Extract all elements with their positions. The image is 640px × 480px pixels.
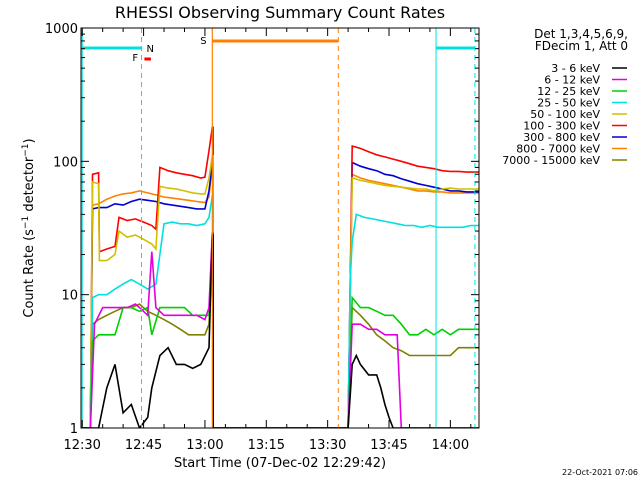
axes-layer: 1 10 100 1000 12:30 12:45 13:00 13:15 13:30 13:45… <box>45 22 480 453</box>
legend-entry-label: 6 - 12 keV <box>544 74 600 87</box>
y-label-end: ) <box>22 138 37 143</box>
flag-n-label: N <box>147 44 154 55</box>
legend-entry-label: 300 - 800 keV <box>523 131 600 144</box>
legend-header-1: Det 1,3,4,5,6,9, <box>534 27 628 41</box>
y-label-sup2: −1 <box>21 143 31 156</box>
legend-entry-label: 7000 - 15000 keV <box>502 154 600 167</box>
x-tick-label: 13:15 <box>248 438 285 453</box>
flag-layer: NF S <box>81 28 476 428</box>
x-tick-label: 13:00 <box>186 438 223 453</box>
x-axis-label: Start Time (07-Dec-02 12:29:42) <box>174 456 386 471</box>
legend-entry-label: 12 - 25 keV <box>537 85 600 98</box>
series-line-100to300keV <box>82 126 479 428</box>
series-line-3to6keV <box>82 234 479 428</box>
footer-date: 22-Oct-2021 07:06 <box>562 468 638 477</box>
legend-entry-label: 100 - 300 keV <box>523 120 600 133</box>
x-tick-label: 12:45 <box>125 438 162 453</box>
x-tick-label: 13:45 <box>370 438 407 453</box>
legend: Det 1,3,4,5,6,9, FDecim 1, Att 0 3 - 6 k… <box>502 27 628 167</box>
series-line-50to100keV <box>82 155 479 428</box>
y-label-mid: detector <box>22 156 37 216</box>
legend-entry-label: 3 - 6 keV <box>551 62 600 75</box>
flag-s-label: S <box>200 36 206 47</box>
y-tick-label: 1 <box>70 422 78 437</box>
series-layer <box>82 126 479 428</box>
y-tick-label: 100 <box>53 155 78 170</box>
chart-title: RHESSI Observing Summary Count Rates <box>115 3 445 22</box>
legend-entry-label: 800 - 7000 keV <box>516 143 600 156</box>
y-label-sup1: −1 <box>21 216 31 229</box>
plot-frame <box>80 27 480 429</box>
y-tick-label: 10 <box>61 289 78 304</box>
y-label-main: Count Rate (s <box>22 229 37 318</box>
x-tick-label: 12:30 <box>63 438 100 453</box>
y-tick-label: 1000 <box>45 22 78 37</box>
x-tick-label: 14:00 <box>432 438 469 453</box>
x-tick-label: 13:30 <box>309 438 346 453</box>
legend-header-2: FDecim 1, Att 0 <box>535 39 628 53</box>
series-line-6to12keV <box>82 232 479 428</box>
legend-entry-label: 25 - 50 keV <box>537 97 600 110</box>
series-line-25to50keV <box>82 195 479 428</box>
flag-f-label: F <box>132 53 138 64</box>
legend-entry-label: 50 - 100 keV <box>530 108 600 121</box>
y-axis-label: Count Rate (s−1 detector−1) <box>21 138 37 317</box>
